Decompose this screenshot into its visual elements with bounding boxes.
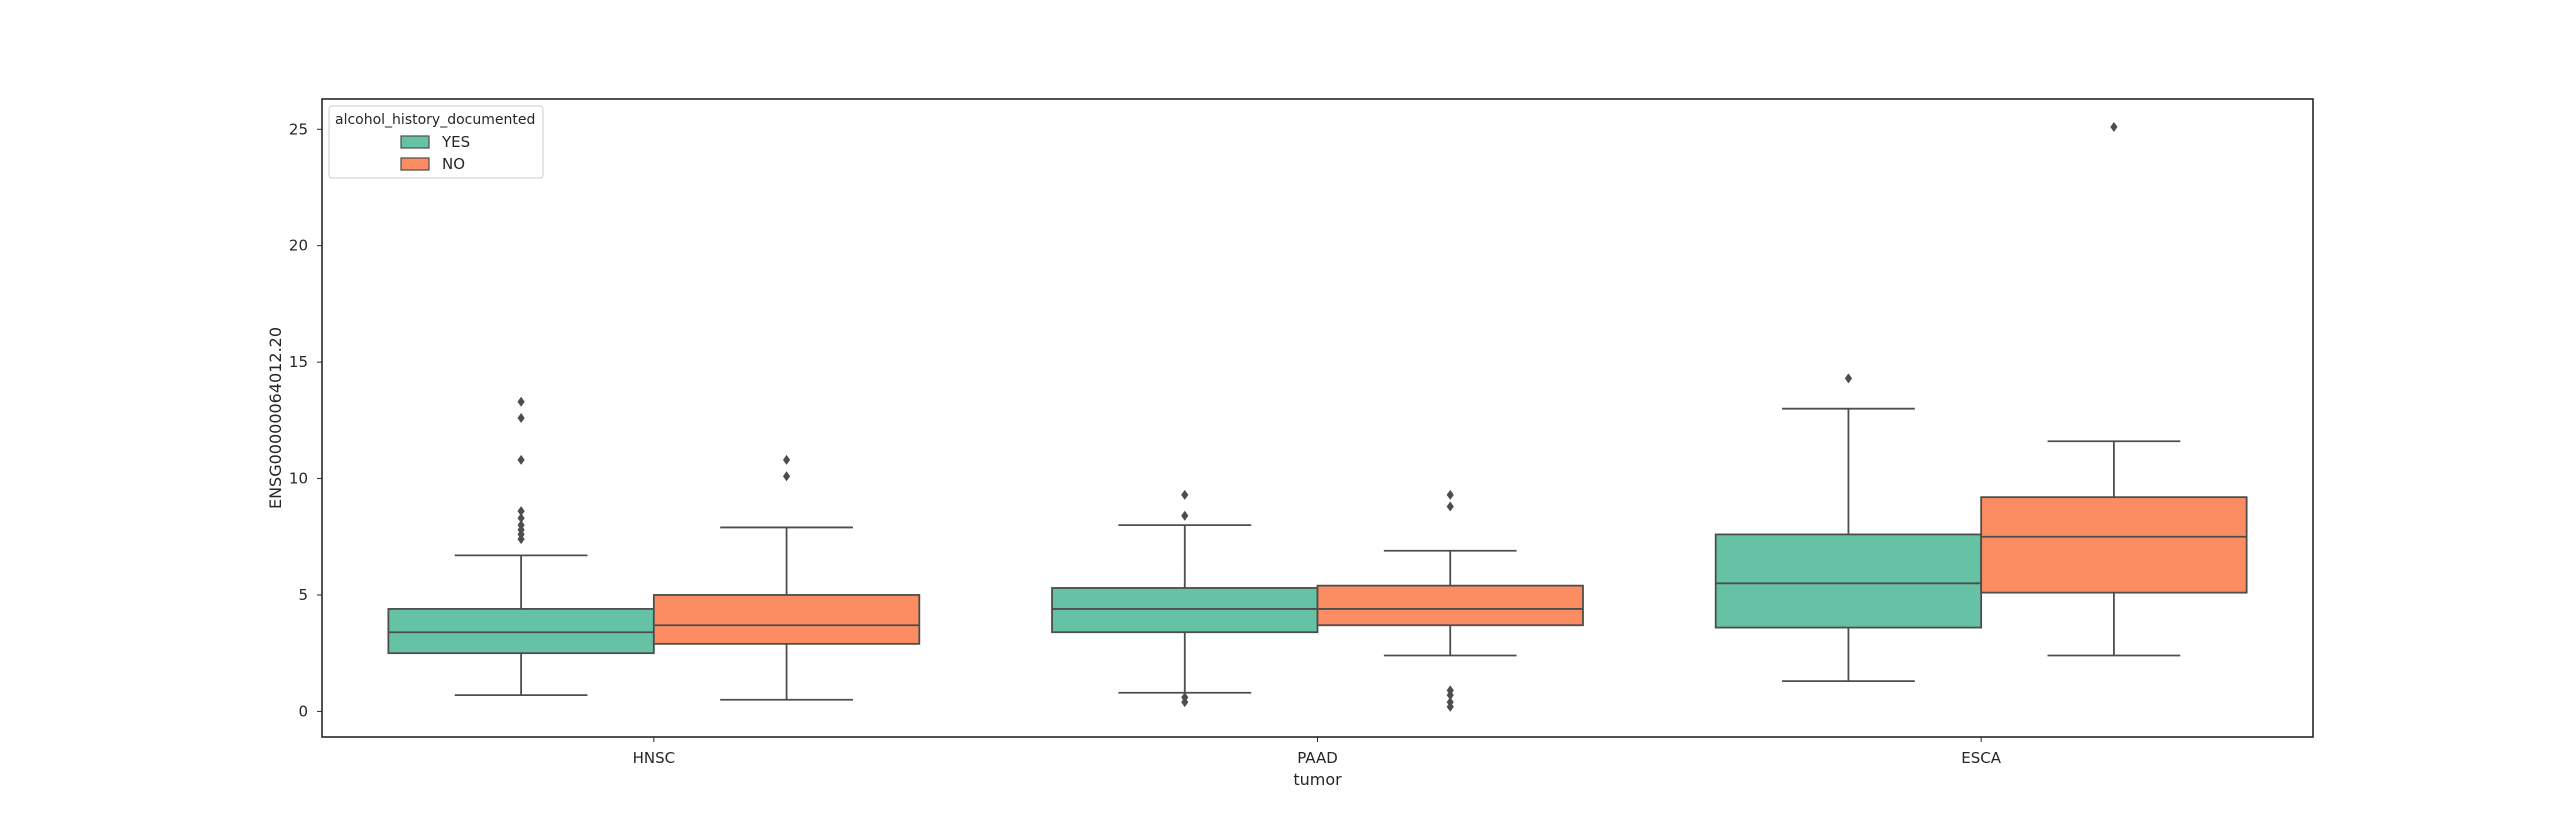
outlier-point — [1446, 501, 1454, 512]
y-axis-label: ENSG00000064012.20 — [266, 327, 285, 509]
legend-swatch-no — [400, 157, 430, 171]
box-hnsc-yes — [387, 396, 655, 696]
outlier-point — [1446, 697, 1454, 708]
box-iqr — [1051, 587, 1319, 634]
outlier-point — [1181, 692, 1189, 703]
x-tick-label: PAAD — [1297, 749, 1338, 767]
y-tick-label: 10 — [289, 470, 308, 488]
legend-swatch-yes — [400, 135, 430, 149]
x-tick-label: HNSC — [633, 749, 676, 767]
box-iqr — [1714, 533, 1983, 629]
outlier-point — [1181, 510, 1189, 521]
box-esca-no — [1980, 121, 2248, 657]
outlier-point — [782, 471, 791, 482]
y-tick-label: 20 — [289, 237, 308, 255]
outlier-point — [517, 396, 525, 407]
box-paad-yes — [1051, 489, 1319, 708]
outlier-point — [517, 520, 525, 531]
outlier-point — [1844, 373, 1853, 384]
y-tick-label: 5 — [298, 586, 308, 604]
box-esca-yes — [1714, 373, 1983, 683]
legend-title: alcohol_history_documented — [335, 112, 535, 128]
y-tick-label: 15 — [289, 353, 308, 371]
legend-label-yes: YES — [441, 133, 470, 151]
outlier-point — [517, 454, 525, 465]
outlier-point — [1446, 489, 1454, 500]
legend-label-no: NO — [442, 155, 465, 173]
outlier-point — [782, 454, 791, 465]
outlier-point — [1446, 685, 1454, 696]
box-paad-no — [1316, 489, 1584, 712]
legend-items: YES NO — [400, 133, 470, 173]
y-tick-label: 0 — [298, 702, 308, 720]
y-tick-label: 25 — [289, 120, 308, 138]
box-iqr — [1316, 584, 1584, 627]
x-axis-ticks: HNSC PAAD ESCA — [633, 737, 2002, 767]
x-axis-label: tumor — [1293, 770, 1342, 789]
box-iqr — [652, 594, 921, 645]
outlier-point — [517, 513, 525, 524]
plot-area — [387, 121, 2248, 712]
y-axis-ticks: 0 5 10 15 20 25 — [289, 120, 322, 720]
box-iqr — [387, 608, 655, 655]
x-tick-label: ESCA — [1961, 749, 2001, 767]
box-iqr — [1980, 496, 2248, 594]
outlier-point — [2110, 121, 2118, 132]
box-hnsc-no — [652, 454, 921, 701]
legend-frame — [328, 105, 544, 179]
outlier-point — [517, 506, 525, 517]
legend: alcohol_history_documented YES NO — [328, 105, 544, 179]
outlier-point — [1181, 489, 1189, 500]
outlier-point — [517, 413, 525, 423]
